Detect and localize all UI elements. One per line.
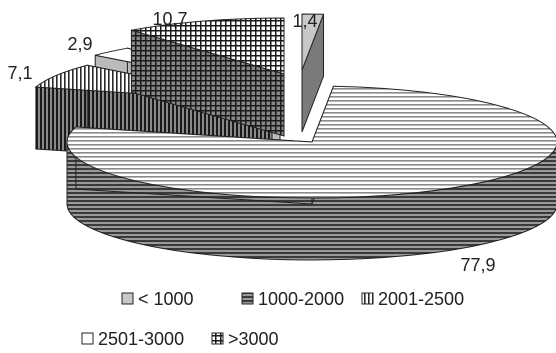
pie-slice-1 bbox=[66, 85, 556, 261]
slice-top-1 bbox=[66, 85, 556, 199]
legend-item-2: 2001-2500 bbox=[361, 289, 464, 309]
data-label-3: 2,9 bbox=[67, 34, 92, 54]
data-label-2: 7,1 bbox=[7, 63, 32, 83]
legend-label-2: 2001-2500 bbox=[378, 289, 464, 309]
data-label-0: 1,4 bbox=[292, 11, 317, 31]
pie-slice-0 bbox=[301, 13, 325, 133]
legend-swatch-1 bbox=[241, 292, 254, 305]
legend-swatch-2 bbox=[361, 292, 374, 305]
legend: < 1000 1000-2000 2001-2500 2501-3000 >3000 bbox=[81, 289, 464, 349]
legend-item-4: >3000 bbox=[211, 329, 279, 349]
legend-item-1: 1000-2000 bbox=[241, 289, 344, 309]
legend-swatch-0 bbox=[121, 292, 134, 305]
data-label-1: 77,9 bbox=[460, 255, 495, 275]
legend-item-3: 2501-3000 bbox=[81, 329, 184, 349]
pie-slices bbox=[34, 13, 556, 261]
legend-label-0: < 1000 bbox=[138, 289, 194, 309]
slice-top-0 bbox=[301, 13, 325, 71]
legend-swatch-4 bbox=[211, 332, 224, 345]
data-labels: 1,4 77,9 7,1 2,9 10,7 bbox=[7, 9, 495, 275]
data-label-4: 10,7 bbox=[152, 9, 187, 29]
legend-label-1: 1000-2000 bbox=[258, 289, 344, 309]
legend-label-4: >3000 bbox=[228, 329, 279, 349]
legend-item-0: < 1000 bbox=[121, 289, 194, 309]
pie-slice-4 bbox=[130, 17, 285, 137]
legend-swatch-3 bbox=[81, 332, 94, 345]
legend-label-3: 2501-3000 bbox=[98, 329, 184, 349]
slice-top-4 bbox=[131, 17, 285, 75]
